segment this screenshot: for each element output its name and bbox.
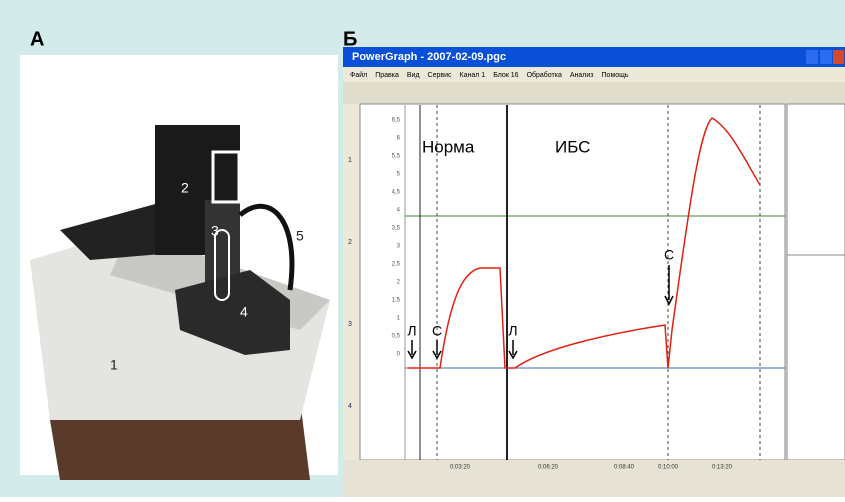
- x-tick-label: 0:06:20: [538, 465, 559, 471]
- marker-label: Л: [508, 323, 517, 339]
- menu-item[interactable]: Вид: [407, 72, 420, 79]
- menu-item[interactable]: Правка: [375, 72, 399, 79]
- callout: 3: [211, 223, 219, 239]
- channel-label[interactable]: 2: [348, 239, 352, 246]
- photo: [20, 55, 338, 480]
- marker-label: Л: [407, 323, 416, 339]
- x-tick-label: 0:08:40: [614, 465, 635, 471]
- x-tick-label: 0:03:20: [450, 465, 471, 471]
- menu-item[interactable]: Анализ: [570, 72, 594, 79]
- panel-label: А: [30, 28, 44, 50]
- callout: 5: [296, 228, 304, 244]
- y-tick-label: 6,5: [392, 118, 401, 124]
- menu-item[interactable]: Обработка: [527, 71, 562, 79]
- menu-item[interactable]: Файл: [350, 71, 367, 79]
- menu-item[interactable]: Помощь: [602, 72, 629, 79]
- annotation: Норма: [422, 137, 475, 156]
- channel-label[interactable]: 1: [348, 157, 352, 164]
- y-tick-label: 0,5: [392, 334, 401, 340]
- window-title: PowerGraph - 2007-02-09.pgc: [352, 51, 506, 63]
- callout: 4: [240, 304, 248, 320]
- annotation: ИБС: [555, 137, 590, 156]
- figure: А Б 1 2 3 4 5 PowerGraph - 2007-02-09.pg…: [0, 0, 845, 497]
- callout: 2: [181, 180, 189, 196]
- x-tick-label: 0:13:20: [712, 465, 733, 471]
- channel-label[interactable]: 3: [348, 321, 352, 328]
- menu-item[interactable]: Канал 1: [460, 72, 486, 79]
- menu-item[interactable]: Сервис: [428, 72, 452, 79]
- y-tick-label: 4,5: [392, 190, 401, 196]
- marker-label: С: [432, 323, 442, 339]
- y-tick-label: 1,5: [392, 298, 401, 304]
- x-tick-label: 0:10:00: [658, 465, 679, 471]
- window: [343, 47, 845, 497]
- channel-label[interactable]: 4: [348, 403, 352, 410]
- panel-label: Б: [343, 28, 357, 50]
- callout: 1: [110, 357, 118, 373]
- menu-item[interactable]: Блок 16: [493, 72, 518, 79]
- y-tick-label: 3,5: [392, 226, 401, 232]
- marker-label: С: [664, 247, 674, 263]
- y-tick-label: 2,5: [392, 262, 401, 268]
- y-tick-label: 5,5: [392, 154, 401, 160]
